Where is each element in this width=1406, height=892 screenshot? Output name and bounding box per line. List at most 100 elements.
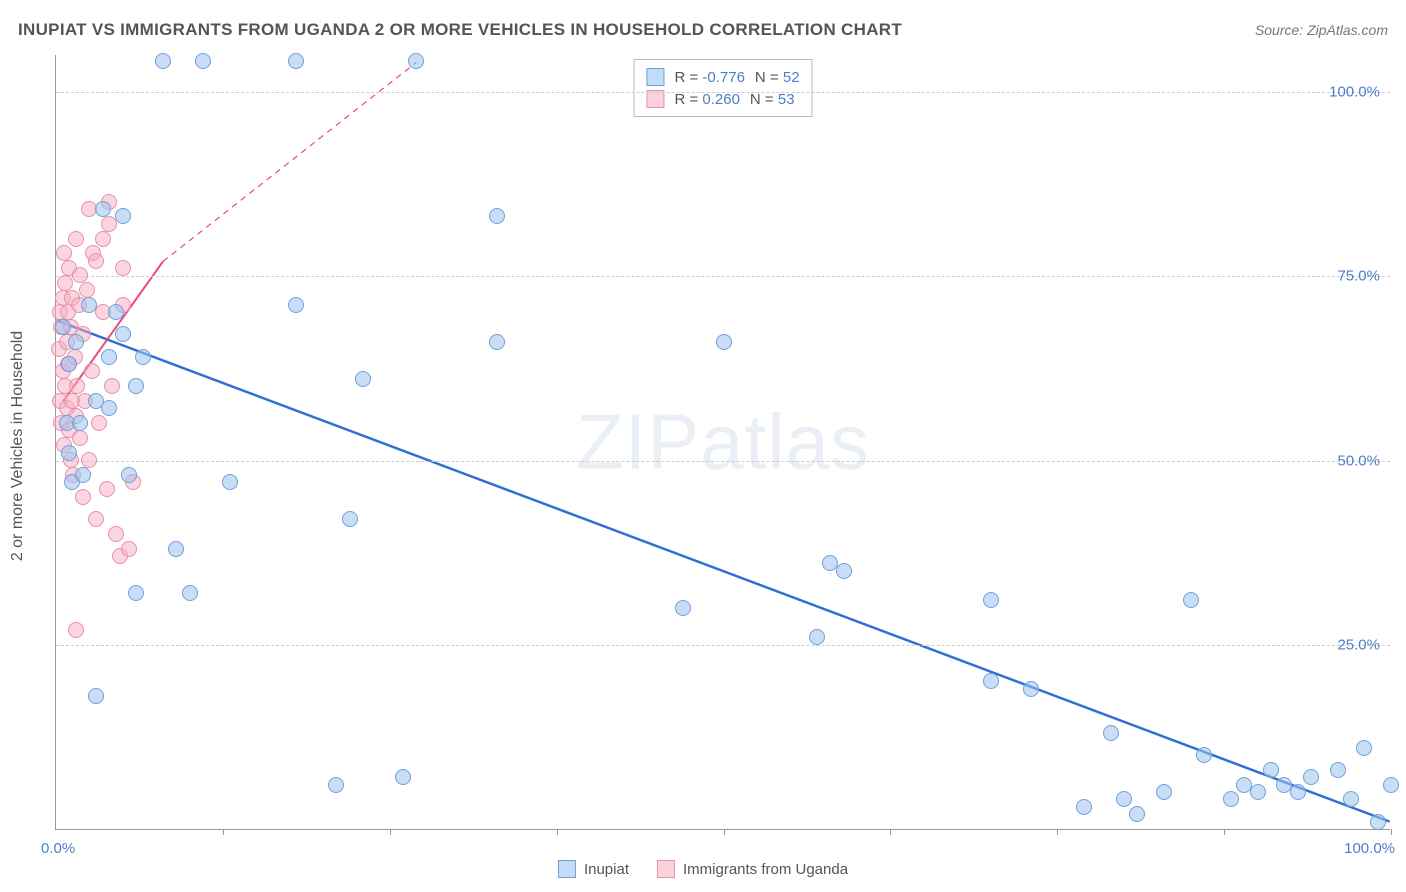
data-point xyxy=(84,363,100,379)
gridline xyxy=(56,92,1390,93)
data-point xyxy=(1250,784,1266,800)
data-point xyxy=(222,474,238,490)
data-point xyxy=(1370,814,1386,830)
data-point xyxy=(91,415,107,431)
x-tick xyxy=(724,829,725,835)
y-tick-label: 50.0% xyxy=(1337,452,1380,469)
stats-row: R = -0.776N = 52 xyxy=(646,66,799,88)
data-point xyxy=(108,304,124,320)
stats-legend-box: R = -0.776N = 52R = 0.260N = 53 xyxy=(633,59,812,117)
data-point xyxy=(1383,777,1399,793)
data-point xyxy=(81,297,97,313)
data-point xyxy=(1156,784,1172,800)
data-point xyxy=(88,511,104,527)
data-point xyxy=(56,245,72,261)
data-point xyxy=(101,400,117,416)
data-point xyxy=(1103,725,1119,741)
data-point xyxy=(61,445,77,461)
data-point xyxy=(1183,592,1199,608)
legend-swatch-pink xyxy=(657,860,675,878)
source-prefix: Source: xyxy=(1255,22,1307,38)
data-point xyxy=(108,526,124,542)
data-point xyxy=(115,326,131,342)
data-point xyxy=(121,467,137,483)
data-point xyxy=(1343,791,1359,807)
data-point xyxy=(68,334,84,350)
data-point xyxy=(68,231,84,247)
data-point xyxy=(104,378,120,394)
data-point xyxy=(809,629,825,645)
y-tick-label: 75.0% xyxy=(1337,268,1380,285)
x-tick xyxy=(1224,829,1225,835)
data-point xyxy=(88,253,104,269)
data-point xyxy=(128,585,144,601)
regression-lines-layer xyxy=(56,55,1390,829)
x-axis-max-label: 100.0% xyxy=(1344,840,1395,857)
data-point xyxy=(1023,681,1039,697)
data-point xyxy=(68,622,84,638)
x-tick xyxy=(890,829,891,835)
data-point xyxy=(81,452,97,468)
gridline xyxy=(56,645,1390,646)
data-point xyxy=(1290,784,1306,800)
x-tick xyxy=(557,829,558,835)
data-point xyxy=(675,600,691,616)
y-axis-label: 2 or more Vehicles in Household xyxy=(9,331,27,561)
data-point xyxy=(121,541,137,557)
data-point xyxy=(288,53,304,69)
data-point xyxy=(408,53,424,69)
data-point xyxy=(288,297,304,313)
data-point xyxy=(1263,762,1279,778)
data-point xyxy=(95,231,111,247)
data-point xyxy=(72,415,88,431)
data-point xyxy=(168,541,184,557)
data-point xyxy=(328,777,344,793)
data-point xyxy=(128,378,144,394)
legend-item: Inupiat xyxy=(558,860,629,878)
data-point xyxy=(72,267,88,283)
data-point xyxy=(79,282,95,298)
source-name: ZipAtlas.com xyxy=(1307,22,1388,38)
x-tick xyxy=(223,829,224,835)
data-point xyxy=(355,371,371,387)
y-tick-label: 100.0% xyxy=(1329,83,1380,100)
data-point xyxy=(836,563,852,579)
gridline xyxy=(56,461,1390,462)
data-point xyxy=(1303,769,1319,785)
data-point xyxy=(95,201,111,217)
chart-container: INUPIAT VS IMMIGRANTS FROM UGANDA 2 OR M… xyxy=(0,0,1406,892)
data-point xyxy=(115,260,131,276)
data-point xyxy=(115,208,131,224)
data-point xyxy=(395,769,411,785)
r-label: R = 0.260 xyxy=(674,91,739,108)
data-point xyxy=(1356,740,1372,756)
n-label: N = 52 xyxy=(755,69,800,86)
data-point xyxy=(195,53,211,69)
data-point xyxy=(135,349,151,365)
data-point xyxy=(489,334,505,350)
data-point xyxy=(1196,747,1212,763)
x-tick xyxy=(390,829,391,835)
data-point xyxy=(983,592,999,608)
legend-label: Immigrants from Uganda xyxy=(683,861,848,878)
data-point xyxy=(716,334,732,350)
bottom-legend: Inupiat Immigrants from Uganda xyxy=(558,860,848,878)
gridline xyxy=(56,276,1390,277)
data-point xyxy=(342,511,358,527)
legend-swatch-blue xyxy=(558,860,576,878)
data-point xyxy=(1330,762,1346,778)
data-point xyxy=(983,673,999,689)
legend-label: Inupiat xyxy=(584,861,629,878)
data-point xyxy=(1129,806,1145,822)
legend-swatch-blue xyxy=(646,68,664,86)
data-point xyxy=(155,53,171,69)
data-point xyxy=(75,467,91,483)
x-tick xyxy=(1391,829,1392,835)
data-point xyxy=(75,489,91,505)
y-tick-label: 25.0% xyxy=(1337,637,1380,654)
chart-title: INUPIAT VS IMMIGRANTS FROM UGANDA 2 OR M… xyxy=(18,20,902,40)
data-point xyxy=(88,688,104,704)
data-point xyxy=(61,356,77,372)
data-point xyxy=(1076,799,1092,815)
x-tick xyxy=(1057,829,1058,835)
